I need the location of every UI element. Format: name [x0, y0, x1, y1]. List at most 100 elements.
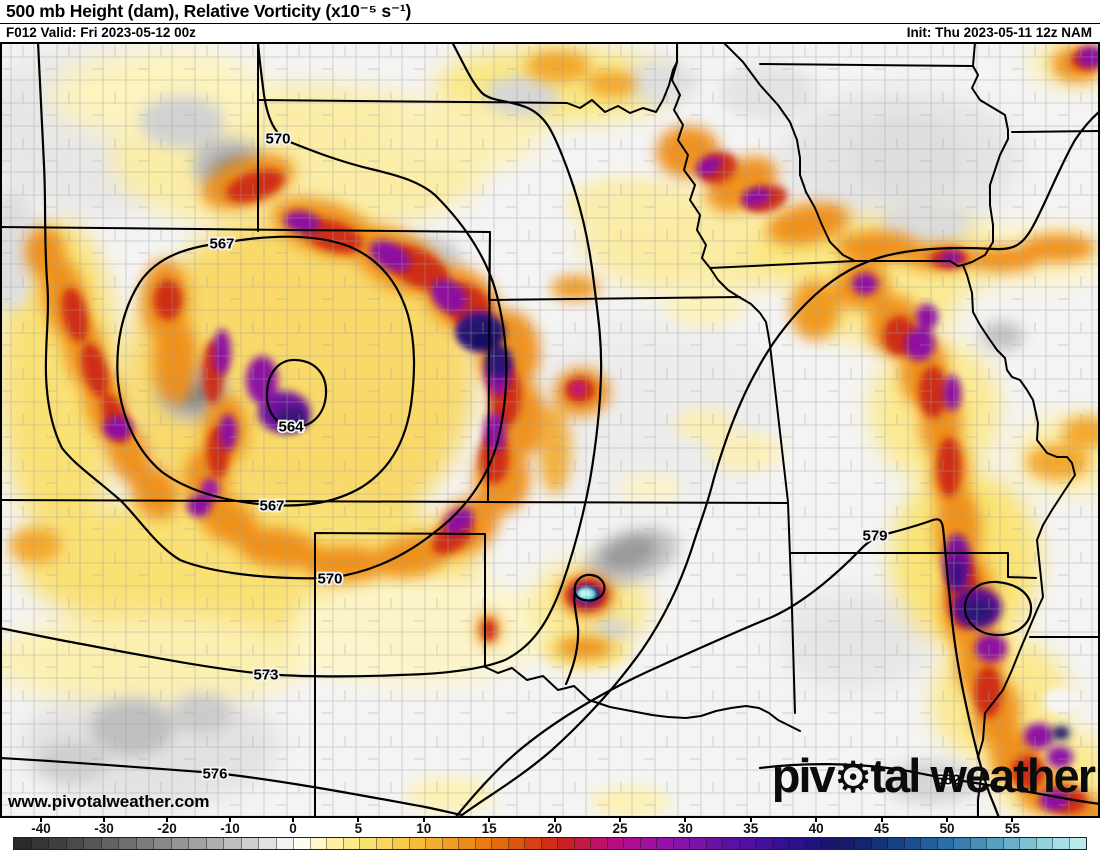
- colorbar-cell: [1036, 838, 1053, 849]
- colorbar-cell: [1020, 838, 1037, 849]
- colorbar-tick-label: -40: [31, 821, 51, 836]
- colorbar-cell: [772, 838, 789, 849]
- colorbar-cell: [541, 838, 558, 849]
- height-contours-layer: [1, 43, 1099, 817]
- colorbar-tick-label: 15: [481, 821, 497, 836]
- colorbar-tick-label: 40: [808, 821, 824, 836]
- colorbar-cell: [171, 838, 189, 849]
- colorbar-cell: [49, 838, 67, 849]
- valid-time-label: F012 Valid: Fri 2023-05-12 00z: [6, 25, 196, 40]
- colorbar-cell: [508, 838, 525, 849]
- county-lines-layer: [1, 43, 1099, 817]
- watermark-url: www.pivotalweather.com: [8, 792, 210, 811]
- map-frame: [0, 42, 1100, 818]
- colorbar-cell: [673, 838, 690, 849]
- colorbar-cell: [987, 838, 1004, 849]
- colorbar-tick-label: 55: [1004, 821, 1020, 836]
- colorbar-tick-label: -30: [94, 821, 114, 836]
- contour-label: 570: [265, 131, 290, 148]
- contour-label: 567: [209, 236, 234, 253]
- colorbar-cell: [224, 838, 242, 849]
- colorbar-cell: [558, 838, 575, 849]
- colorbar-tick: [229, 818, 231, 822]
- colorbar-tick: [422, 818, 425, 822]
- pivotal-weather-logo: piv⚙tal weather: [771, 749, 1096, 802]
- colorbar-tick-label: 25: [612, 821, 628, 836]
- colorbar-cell: [376, 838, 393, 849]
- colorbar-cell: [259, 838, 277, 849]
- colorbar-cell: [409, 838, 426, 849]
- colorbar-cell: [189, 838, 207, 849]
- colorbar-cell: [640, 838, 657, 849]
- colorbar-cell: [492, 838, 509, 849]
- colorbar-cell: [888, 838, 905, 849]
- colorbar-tick-label: 50: [939, 821, 955, 836]
- colorbar-tick: [880, 818, 883, 822]
- map-canvas: 570 567 564 567 570 573 576 579 582: [0, 42, 1100, 818]
- colorbar-cell: [310, 838, 327, 849]
- colorbar-cell: [442, 838, 459, 849]
- colorbar-tick-label: -10: [220, 821, 240, 836]
- map-svg: 570 567 564 567 570 573 576 579 582: [0, 42, 1100, 818]
- colorbar-tick: [946, 818, 948, 822]
- colorbar-tick-label: 5: [354, 821, 363, 836]
- colorbar-cell: [805, 838, 822, 849]
- contour-label: 576: [202, 766, 227, 783]
- colorbar-tick: [1011, 818, 1014, 822]
- colorbar-tick-label: 10: [416, 821, 432, 836]
- contour-labels-layer: 570 567 564 567 570 573 576 579 582: [201, 129, 963, 791]
- header: 500 mb Height (dam), Relative Vorticity …: [0, 0, 1100, 42]
- colorbar-tick-label: -20: [157, 821, 177, 836]
- colorbar-cell: [327, 838, 344, 849]
- colorbar-cell: [1069, 838, 1086, 849]
- colorbar-cell: [525, 838, 542, 849]
- colorbar-cell: [904, 838, 921, 849]
- colorbar-tick: [103, 818, 105, 822]
- colorbar: -40 -30 -20 -10 0 5 10 15 20 25 30 35 40 45 50 55: [0, 818, 1100, 850]
- gear-icon: ⚙: [833, 754, 873, 802]
- colorbar-cell: [66, 838, 84, 849]
- colorbar-tick-label: 0: [289, 821, 297, 836]
- colorbar-cell: [657, 838, 674, 849]
- contour-label: 573: [253, 667, 278, 684]
- colorbar-cell: [871, 838, 888, 849]
- colorbar-tick-label: 30: [677, 821, 693, 836]
- colorbar-cell: [31, 838, 49, 849]
- colorbar-tick: [553, 818, 556, 822]
- colorbar-cell: [119, 838, 137, 849]
- colorbar-cell: [1053, 838, 1070, 849]
- colorbar-cell: [101, 838, 119, 849]
- colorbar-cell: [706, 838, 723, 849]
- colorbar-tick: [619, 818, 621, 822]
- colorbar-tick: [292, 818, 294, 822]
- colorbar-cell: [206, 838, 224, 849]
- colorbar-cell: [607, 838, 624, 849]
- colorbar-cell: [739, 838, 756, 849]
- colorbar-tick: [684, 818, 687, 822]
- map-title: 500 mb Height (dam), Relative Vorticity …: [6, 1, 412, 21]
- contour-label: 582: [935, 772, 960, 789]
- colorbar-cell: [426, 838, 443, 849]
- colorbar-cell: [822, 838, 839, 849]
- colorbar-cell: [937, 838, 954, 849]
- colorbar-tick: [40, 818, 42, 822]
- colorbar-cell: [855, 838, 872, 849]
- colorbar-cell: [393, 838, 410, 849]
- colorbar-cell: [970, 838, 987, 849]
- colorbar-tick: [815, 818, 818, 822]
- colorbar-tick: [357, 818, 360, 822]
- colorbar-tick: [166, 818, 168, 822]
- colorbar-cell: [343, 838, 360, 849]
- colorbar-cell: [921, 838, 938, 849]
- colorbar-cell: [690, 838, 707, 849]
- colorbar-cell: [154, 838, 172, 849]
- colorbar-tick-label: 20: [547, 821, 563, 836]
- init-time-label: Init: Thu 2023-05-11 12z NAM: [906, 25, 1092, 40]
- colorbar-cell: [838, 838, 855, 849]
- header-divider: [0, 23, 1100, 24]
- colorbar-cell: [360, 838, 377, 849]
- contour-label: 579: [862, 528, 887, 545]
- colorbar-tick-label: 45: [874, 821, 890, 836]
- colorbar-cell: [14, 838, 32, 849]
